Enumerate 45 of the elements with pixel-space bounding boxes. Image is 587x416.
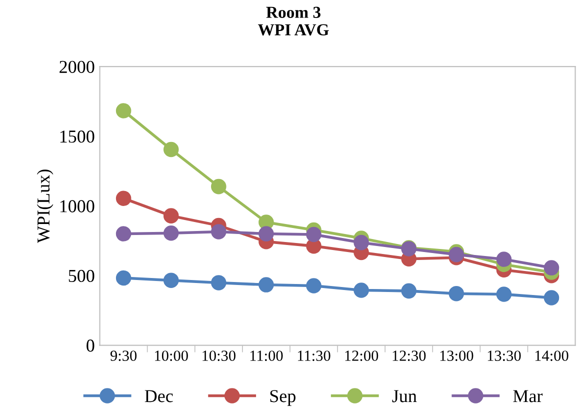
point <box>496 252 512 267</box>
point <box>211 178 226 194</box>
point <box>163 142 179 158</box>
point <box>163 208 179 224</box>
x-tick-label: 13:00 <box>440 350 474 361</box>
point <box>116 270 132 286</box>
legend-label: Dec <box>144 390 173 402</box>
y-tick-label: 0 <box>86 340 94 352</box>
x-tick-label: 9:30 <box>110 350 137 361</box>
x-tick-label: 12:00 <box>345 350 378 361</box>
point <box>401 283 416 299</box>
point <box>258 277 274 292</box>
point <box>211 224 226 240</box>
x-tick-label: 11:00 <box>250 350 283 361</box>
x-tick-label: 10:00 <box>155 350 188 361</box>
point <box>306 278 322 294</box>
point <box>544 260 560 276</box>
point <box>258 226 274 242</box>
point <box>448 286 464 302</box>
legend-label: Sep <box>270 390 296 406</box>
point <box>116 190 132 206</box>
point <box>354 282 369 298</box>
legend-label: Mar <box>513 390 543 402</box>
point <box>116 226 132 242</box>
point <box>354 234 369 250</box>
x-tick-label: 11:30 <box>298 350 330 361</box>
point <box>211 275 226 290</box>
point <box>496 286 512 302</box>
point <box>116 103 132 118</box>
y-axis-title: WPI(Lux) <box>36 170 54 244</box>
x-tick-label: 14:00 <box>535 350 568 361</box>
y-tick-label: 500 <box>68 270 94 282</box>
x-tick-label: 12:30 <box>392 350 426 361</box>
point <box>306 226 322 242</box>
legend-label: Jun <box>392 390 417 402</box>
point <box>544 290 560 306</box>
x-tick-label: 13:30 <box>488 350 521 361</box>
chart-title: Room 3 WPI AVG <box>258 6 329 36</box>
y-tick-label: 1500 <box>60 130 94 143</box>
point <box>163 225 179 241</box>
point <box>448 246 464 262</box>
x-tick-label: 10:30 <box>202 350 236 361</box>
y-tick-label: 2000 <box>60 60 94 73</box>
y-tick-label: 1000 <box>60 200 94 212</box>
point <box>163 272 179 288</box>
